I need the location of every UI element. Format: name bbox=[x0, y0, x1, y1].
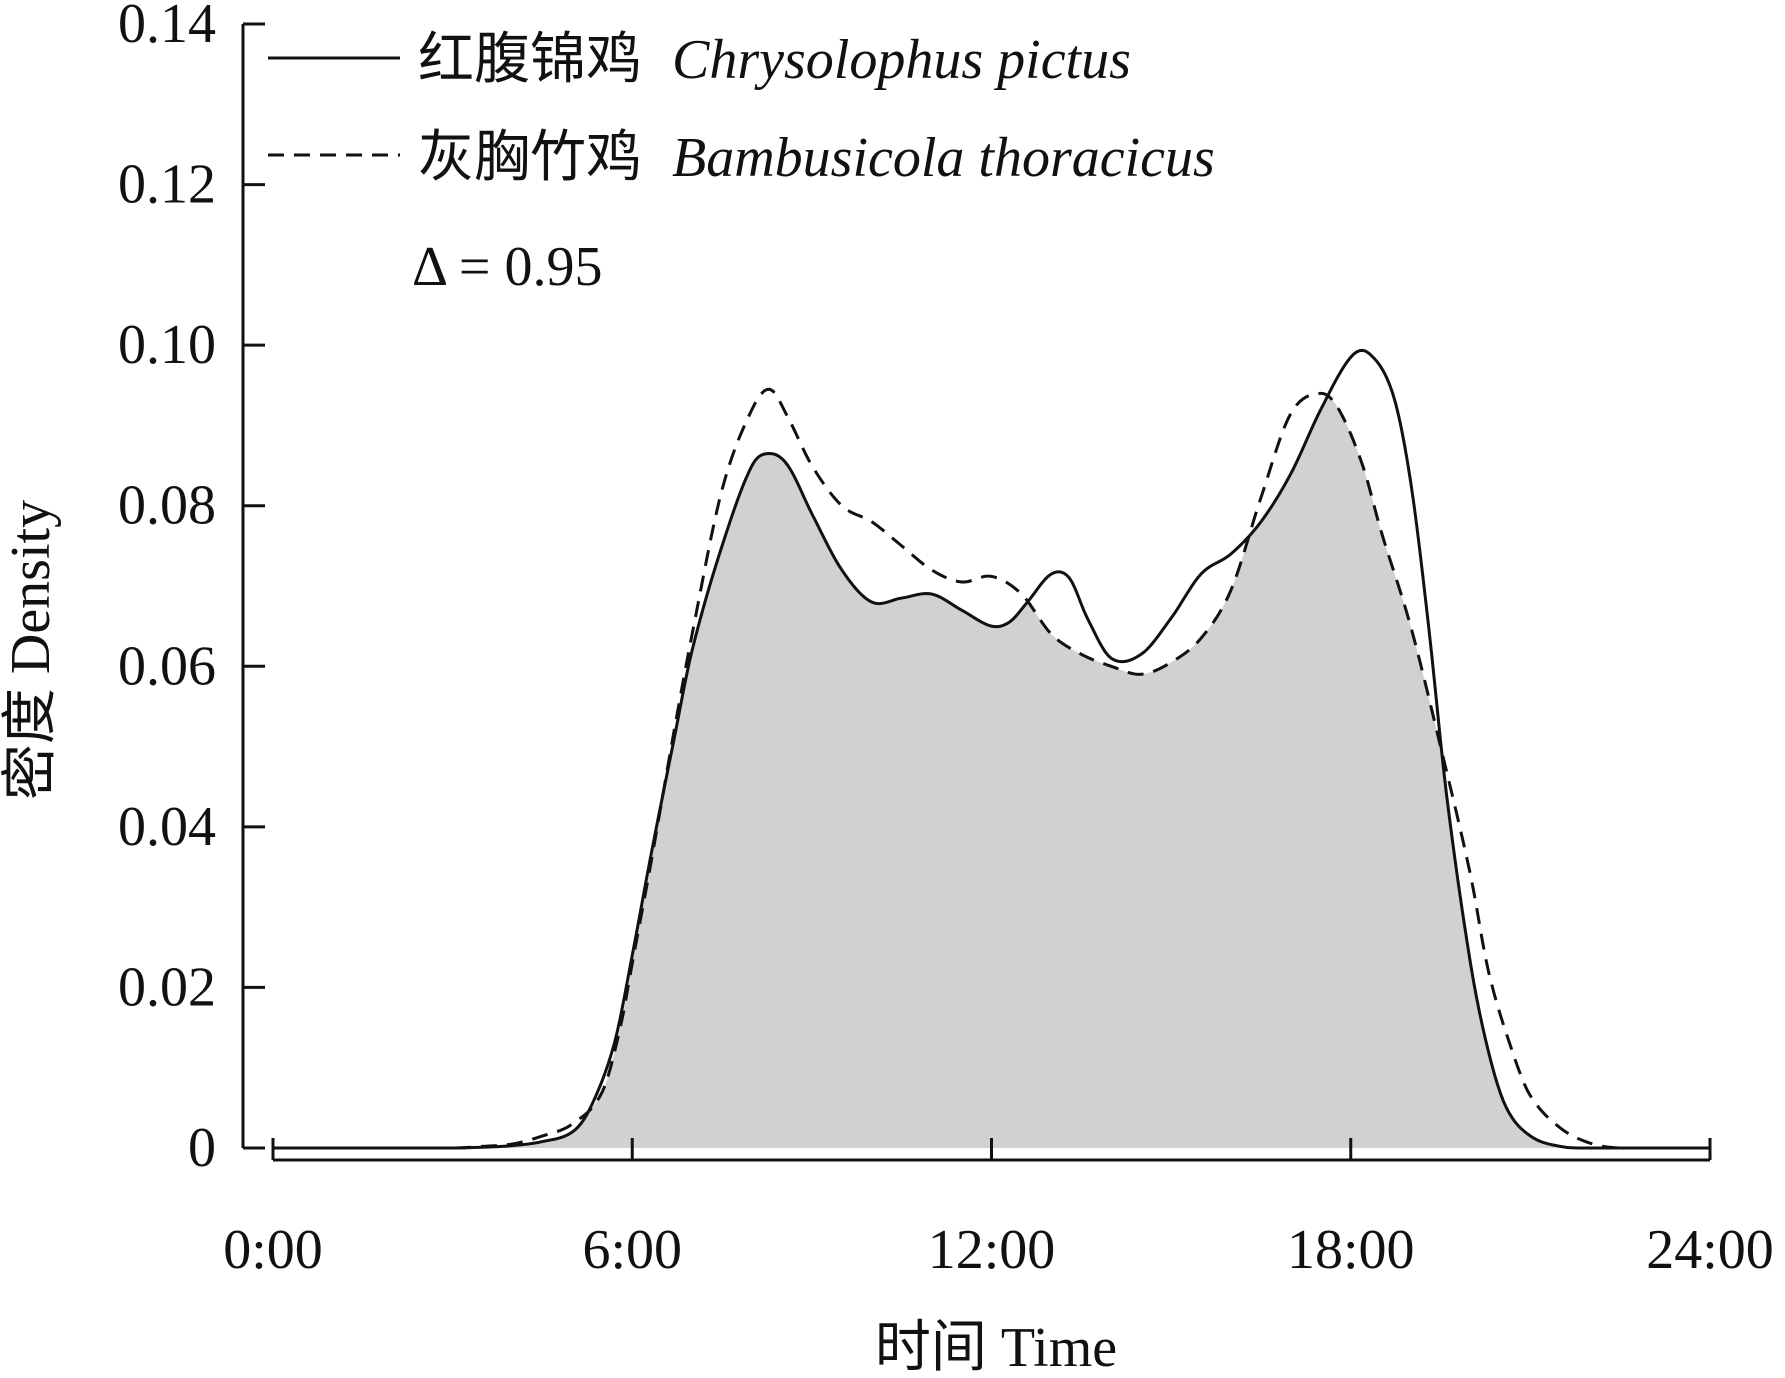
legend: 红腹锦鸡 Chrysolophus pictus 灰胸竹鸡 Bambusicol… bbox=[268, 29, 1215, 298]
series-line-bambusicola bbox=[273, 387, 1710, 1150]
legend-label-bambusicola: 灰胸竹鸡 Bambusicola thoracicus bbox=[418, 127, 1215, 189]
legend-chinese-name-chrysolophus: 红腹锦鸡 bbox=[418, 29, 642, 91]
legend-scientific-name-chrysolophus: Chrysolophus pictus bbox=[672, 29, 1131, 91]
overlap-area-layer bbox=[273, 397, 1710, 1148]
x-tick-label: 0:00 bbox=[223, 1219, 323, 1281]
legend-scientific-name-bambusicola: Bambusicola thoracicus bbox=[672, 127, 1215, 189]
y-tick-label: 0.08 bbox=[118, 475, 216, 537]
y-tick-label: 0.02 bbox=[118, 956, 216, 1018]
legend-chinese-name-bambusicola: 灰胸竹鸡 bbox=[418, 127, 642, 189]
x-axis: 0:00 6:00 12:00 18:00 24:00 bbox=[223, 1138, 1774, 1281]
series-layer bbox=[273, 348, 1710, 1150]
x-axis-title: 时间 Time bbox=[875, 1317, 1117, 1378]
overlap-coefficient-annotation: Δ = 0.95 bbox=[412, 236, 603, 298]
y-tick-label: 0.12 bbox=[118, 154, 216, 216]
legend-label-chrysolophus: 红腹锦鸡 Chrysolophus pictus bbox=[418, 29, 1131, 91]
x-tick-label: 24:00 bbox=[1646, 1219, 1774, 1281]
y-tick-label: 0 bbox=[188, 1117, 216, 1179]
x-tick-label: 18:00 bbox=[1287, 1219, 1415, 1281]
series-line-chrysolophus bbox=[273, 348, 1710, 1150]
y-tick-label: 0.06 bbox=[118, 635, 216, 697]
x-tick-label: 12:00 bbox=[928, 1219, 1056, 1281]
y-tick-label: 0.10 bbox=[118, 314, 216, 376]
overlap-area bbox=[273, 397, 1710, 1148]
y-axis: 0 0.02 0.04 0.06 0.08 0.10 0.12 0.14 bbox=[118, 0, 265, 1179]
y-tick-label: 0.04 bbox=[118, 796, 216, 858]
x-tick-label: 6:00 bbox=[582, 1219, 682, 1281]
y-axis-title: 密度 Density bbox=[0, 500, 62, 800]
y-tick-label: 0.14 bbox=[118, 0, 216, 55]
